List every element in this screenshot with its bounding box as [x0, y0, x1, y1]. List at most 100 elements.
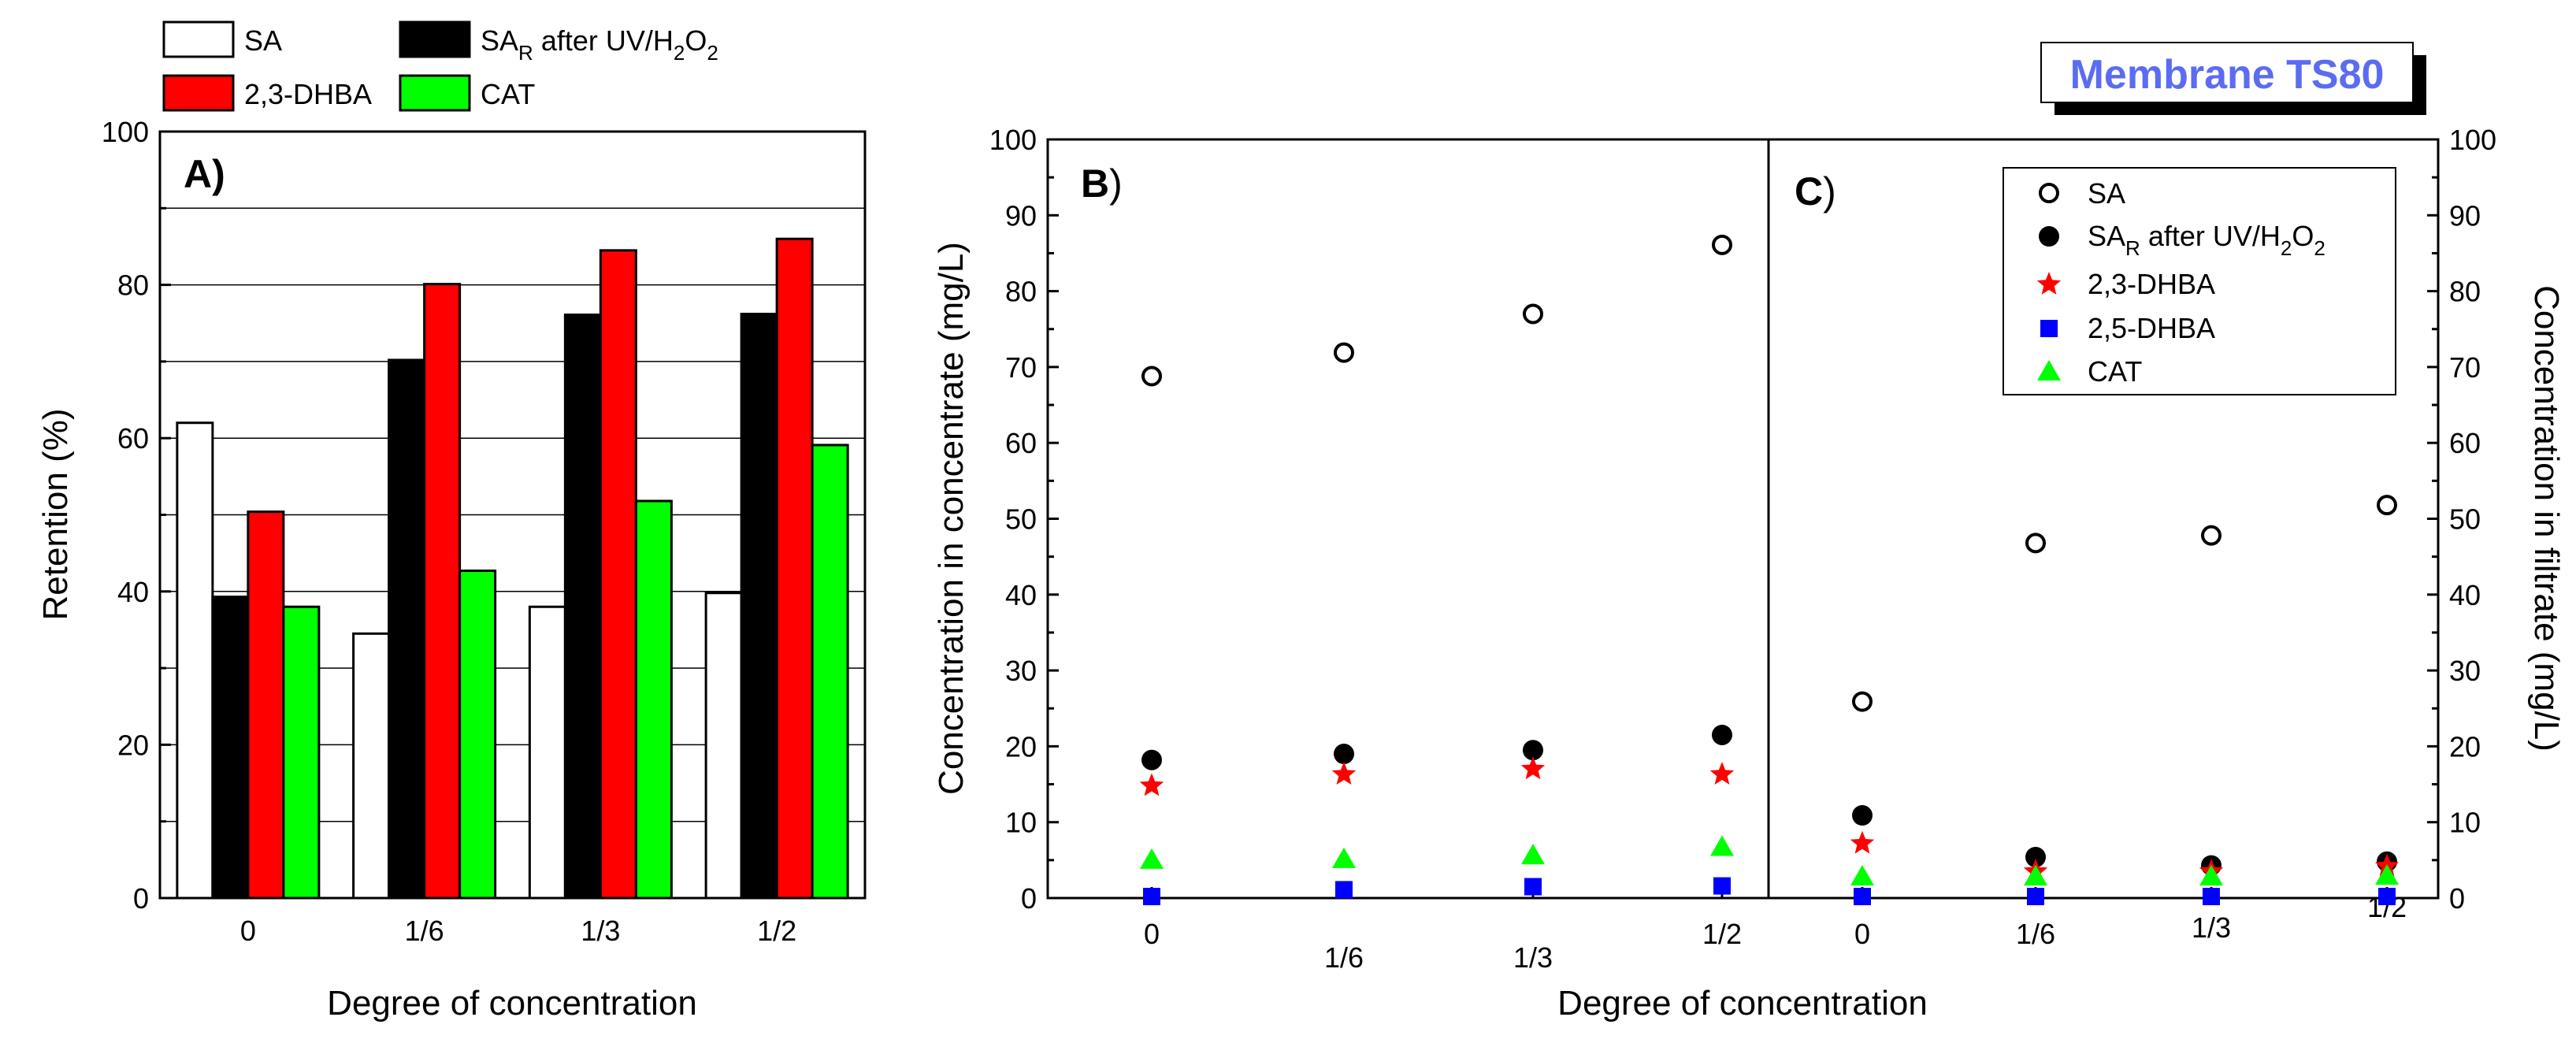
- panel-b-y-tick-label: 50: [1005, 503, 1037, 536]
- panel-a-chart: 0 20 40 60 80 100 0 1/6 1/3 1/2 A) Retention (%)…: [36, 116, 867, 1023]
- bar-sa-1-6: [352, 632, 391, 900]
- panel-c-point-2-5-dhba-0: [1854, 888, 1871, 906]
- panel-c-point-cat-0: [1850, 865, 1874, 886]
- panel-c-y-tick-label: 60: [2449, 427, 2481, 459]
- panel-c-y-ticks: 0 10 20 30 40 50 60 70 80 90 100: [2427, 124, 2496, 915]
- panel-b-point-2-5-dhba-1-2: [1713, 877, 1731, 895]
- panel-c-point-2-5-dhba-1-3: [2203, 888, 2220, 906]
- legend-c-label-23dhba: 2,3-DHBA: [2088, 268, 2215, 300]
- panel-b-y-axis-label: Concentration in concentrate (mg/L): [932, 242, 971, 795]
- legend-c-marker-2-3-dhba: [2036, 272, 2062, 295]
- panel-c-point-cat-1-3: [2199, 865, 2223, 886]
- panel-b-point-cat-1-3: [1521, 844, 1545, 865]
- panel-c-x-tick-label: 1/3: [2192, 911, 2231, 944]
- panel-c-point-sa-r-after-uv-h2o2-1-6: [2025, 846, 2046, 867]
- panel-c-y-tick-label: 100: [2449, 124, 2496, 156]
- legend-panel-a: SA SAR after UV/H2O2 2,3-DHBA CAT: [162, 20, 718, 112]
- legend-swatch-sar: [399, 20, 471, 58]
- panel-b-point-cat-1-2: [1710, 835, 1734, 856]
- legend-c-label-25dhba: 2,5-DHBA: [2088, 312, 2215, 344]
- panel-b-y-tick-label: 20: [1005, 730, 1037, 763]
- panel-b-y-ticks: 0 10 20 30 40 50 60 70 80 90 100: [989, 124, 1059, 915]
- panel-b-y-tick-label: 80: [1005, 276, 1037, 308]
- bar-2-3-dhba-1-2: [775, 237, 814, 900]
- panel-a-y-tick-label: 0: [133, 882, 149, 915]
- panel-c-y-tick-label: 30: [2449, 655, 2481, 687]
- bar-cat-1-6: [458, 570, 497, 900]
- panel-c-label: C): [1795, 169, 1836, 213]
- bar-sa-r-after-uv-h2o2-0: [211, 596, 250, 900]
- legend-label-cat: CAT: [481, 78, 535, 110]
- panel-a-x-tick-label: 1/6: [405, 915, 444, 947]
- panel-c-x-ticks: 0 1/6 1/31/2: [1854, 887, 2407, 950]
- panel-b-y-tick-label: 70: [1005, 351, 1037, 384]
- panel-a-x-tick-label: 1/3: [581, 915, 620, 947]
- panel-a-y-tick-label: 60: [117, 422, 149, 455]
- legend-swatch-sa: [162, 20, 235, 58]
- panel-a-y-tick-label: 100: [102, 116, 149, 148]
- panel-b-y-tick-label: 90: [1005, 199, 1037, 232]
- panel-c-y-tick-label: 20: [2449, 730, 2481, 763]
- panel-c-point-cat-1-2: [2375, 864, 2399, 885]
- panel-bc-chart: 0 10 20 30 40 50 60 70 80 90 100 0 10 20 30 40 50 60 70 80…: [932, 124, 2566, 1023]
- panel-b-x-tick-label: 1/2: [1702, 918, 1742, 950]
- bar-cat-0: [282, 605, 321, 900]
- panel-c-point-sa-1-2: [2377, 495, 2397, 516]
- panel-c-y-tick-label: 80: [2449, 276, 2481, 308]
- panel-a-x-tick-label: 0: [240, 915, 256, 947]
- bar-2-3-dhba-1-3: [599, 249, 637, 900]
- panel-b-point-sa-1-6: [1334, 342, 1354, 363]
- legend-label-sar: SAR after UV/H2O2: [481, 24, 718, 65]
- panel-b-point-sa-1-3: [1523, 303, 1543, 325]
- panel-c-point-sa-0: [1852, 691, 1873, 712]
- legend-swatch-23dhba: [162, 74, 235, 112]
- panel-a-x-tick-label: 1/2: [757, 915, 796, 947]
- panel-c-point-2-5-dhba-1-2: [2378, 888, 2396, 906]
- panel-b-y-tick-label: 10: [1005, 807, 1037, 839]
- panel-c-point-cat-1-6: [2024, 865, 2047, 886]
- panel-a-y-ticks: 0 20 40 60 80 100: [102, 116, 171, 915]
- bar-sa-r-after-uv-h2o2-1-2: [740, 313, 778, 900]
- panel-b-y-tick-label: 30: [1005, 655, 1037, 687]
- panel-b-point-2-3-dhba-1-2: [1709, 762, 1735, 785]
- legend-swatch-cat: [399, 74, 471, 112]
- title-box: Membrane TS80: [2040, 42, 2426, 115]
- panel-c-point-sa-1-6: [2025, 533, 2046, 554]
- panel-c-point-2-5-dhba-1-6: [2027, 888, 2044, 906]
- panel-b-point-sa-r-after-uv-h2o2-1-3: [1523, 740, 1543, 761]
- title-box-frame: [2040, 42, 2414, 103]
- panel-a-y-tick-label: 80: [117, 269, 149, 302]
- bar-sa-r-after-uv-h2o2-1-6: [388, 358, 426, 900]
- panel-c-x-tick-label: 1/6: [2016, 918, 2055, 950]
- panel-b-point-sa-r-after-uv-h2o2-1-6: [1334, 744, 1354, 765]
- panel-b-point-cat-1-6: [1332, 847, 1356, 868]
- legend-c-marker-2-5-dhba: [2040, 320, 2058, 337]
- panel-b-point-sa-r-after-uv-h2o2-0: [1141, 749, 1162, 770]
- panel-a-x-ticks: 0 1/6 1/3 1/2: [240, 915, 796, 947]
- legend-c-marker-sa: [2039, 183, 2059, 203]
- panel-c-y-axis-label: Concentration in filtrate (mg/L): [2527, 285, 2566, 752]
- panel-b-point-sa-r-after-uv-h2o2-1-2: [1712, 724, 1732, 745]
- panel-a-bars: [176, 237, 849, 900]
- panel-b-point-2-5-dhba-1-3: [1524, 878, 1542, 896]
- panel-c-point-sa-1-3: [2201, 525, 2222, 546]
- legend-label-sa: SA: [244, 24, 282, 57]
- legend-label-23dhba: 2,3-DHBA: [244, 78, 372, 110]
- legend-panel-c-markers: [2036, 183, 2062, 380]
- panel-b-point-sa-0: [1141, 366, 1162, 387]
- bar-sa-0: [176, 421, 214, 900]
- legend-c-label-cat: CAT: [2088, 355, 2142, 388]
- panel-b-y-tick-label: 60: [1005, 427, 1037, 459]
- panel-b-point-sa-1-2: [1712, 234, 1732, 255]
- panel-c-point-2-3-dhba-0: [1850, 830, 1875, 854]
- panel-b-x-ticks: 0 1/6 1/3 1/2: [1144, 887, 1742, 974]
- panel-b-y-tick-label: 40: [1005, 579, 1037, 611]
- panel-c-y-tick-label: 50: [2449, 503, 2481, 536]
- panel-b-point-2-3-dhba-1-3: [1520, 756, 1546, 780]
- panel-b-y-tick-label: 0: [1021, 882, 1037, 915]
- bar-sa-r-after-uv-h2o2-1-3: [563, 314, 602, 900]
- panel-b-x-tick-label: 1/3: [1513, 941, 1553, 974]
- legend-panel-c: SA SAR after UV/H2O2 2,3-DHBA 2,5-DHBA C…: [2003, 167, 2396, 395]
- legend-c-marker-sa-r-after-uv-h2o2: [2039, 226, 2059, 247]
- panel-b-point-2-5-dhba-1-6: [1335, 881, 1353, 899]
